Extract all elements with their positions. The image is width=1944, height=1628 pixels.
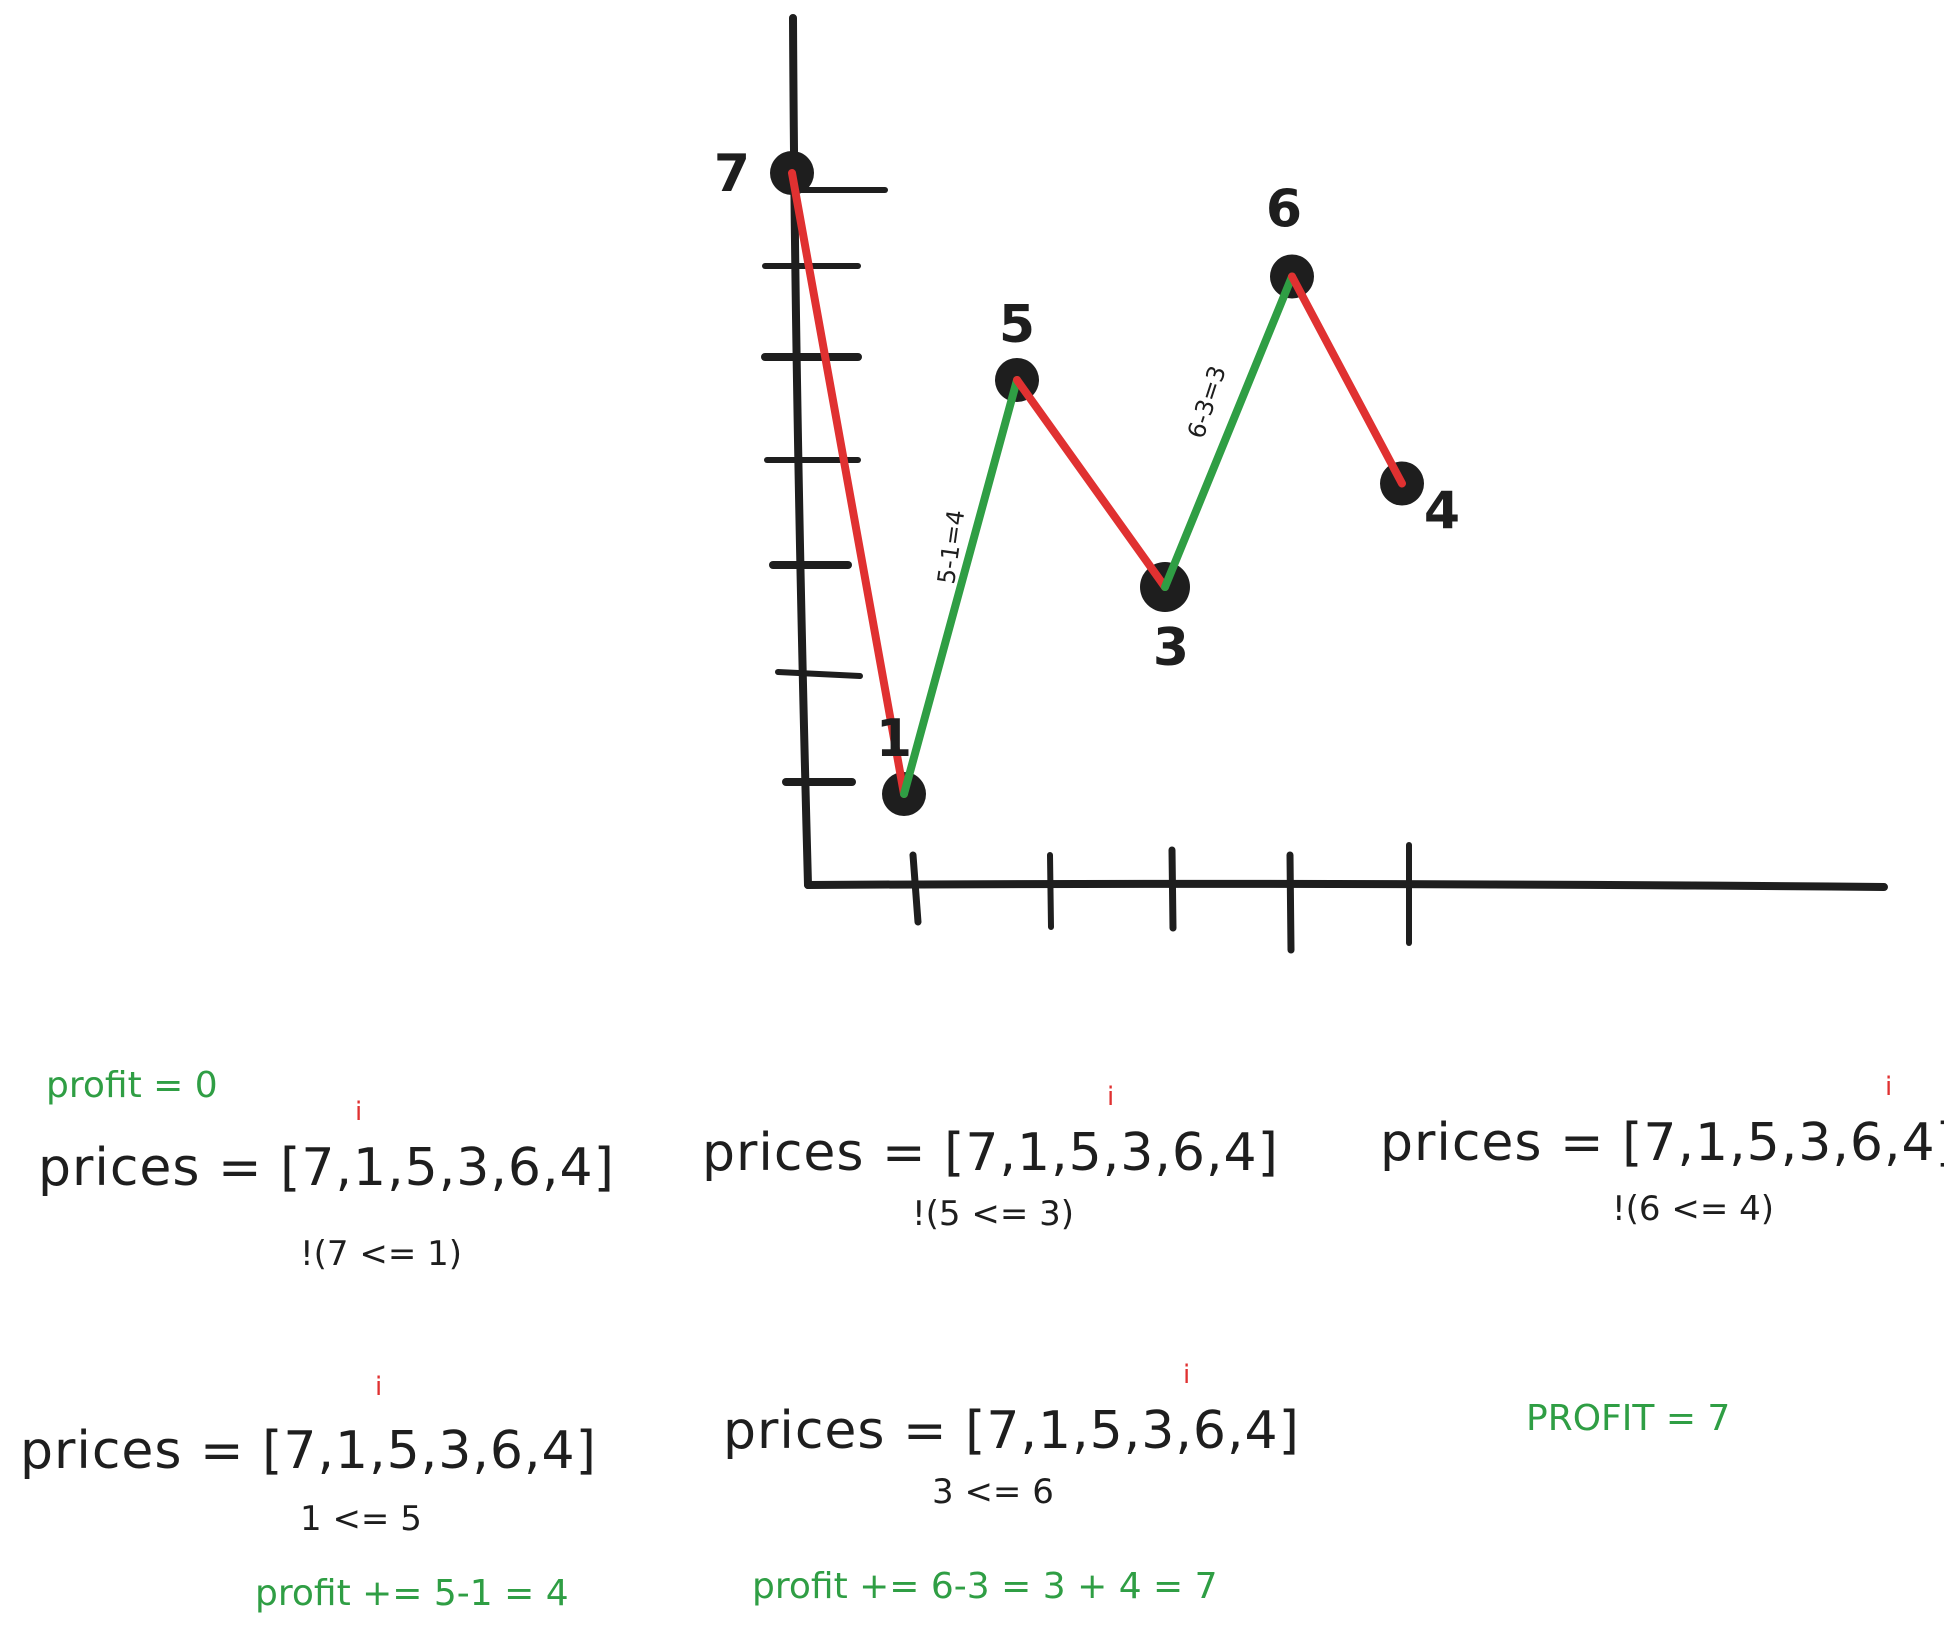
series-segment-4 [1161,272,1296,591]
step-2-condition: !(5 <= 3) [912,1194,1074,1234]
step-4-array: prices = [7,1,5,3,6,4] [20,1421,597,1481]
step-3-pointer: i [1885,1072,1892,1102]
point-label-2: 1 [876,709,912,769]
series-segment-2 [900,376,1021,798]
step-2: i prices = [7,1,5,3,6,4] !(5 <= 3) [702,1082,1279,1234]
step-5-pointer: i [1183,1360,1190,1390]
x-tick [1047,852,1054,930]
series-segment-1 [788,169,908,798]
x-tick [909,851,922,926]
profit-initial-text: profit = 0 [46,1065,218,1106]
final-profit-text: PROFIT = 7 [1526,1398,1730,1439]
y-axis [789,14,812,889]
point-label-5: 6 [1266,180,1302,240]
step-4-profit-update: profit += 5-1 = 4 [255,1573,569,1614]
step-5-condition: 3 <= 6 [932,1472,1054,1512]
step-1-pointer: i [355,1097,362,1127]
point-label-4: 3 [1153,618,1189,678]
segment-annotation-6-3: 6-3=3 [1182,362,1232,442]
step-5-array: prices = [7,1,5,3,6,4] [723,1401,1300,1461]
step-4: i prices = [7,1,5,3,6,4] 1 <= 5 profit +… [20,1372,597,1614]
price-series-segments [788,169,1406,798]
y-tick [775,669,863,679]
step-2-pointer: i [1107,1082,1114,1112]
step-5-profit-update: profit += 6-3 = 3 + 4 = 7 [752,1566,1218,1607]
step-1-condition: !(7 <= 1) [300,1234,462,1274]
step-4-condition: 1 <= 5 [300,1499,422,1539]
x-tick [1168,846,1177,932]
step-3: i prices = [7,1,5,3,6,4] !(6 <= 4) [1380,1072,1944,1229]
step-4-pointer: i [375,1372,382,1402]
step-5: i prices = [7,1,5,3,6,4] 3 <= 6 profit +… [723,1360,1300,1607]
price-series-points [770,151,1424,816]
y-axis-ticks [761,187,888,786]
step-3-array: prices = [7,1,5,3,6,4] [1380,1113,1944,1173]
step-1-array: prices = [7,1,5,3,6,4] [38,1138,615,1198]
point-label-3: 5 [999,295,1035,355]
x-tick [1286,851,1295,954]
price-point-labels: 7 1 5 3 6 4 [714,144,1460,769]
point-label-1: 7 [714,144,750,204]
series-segment-5 [1288,272,1406,488]
x-axis-ticks [909,842,1412,954]
step-2-array: prices = [7,1,5,3,6,4] [702,1123,1279,1183]
step-1: i prices = [7,1,5,3,6,4] !(7 <= 1) [38,1097,615,1274]
series-segment-3 [1013,376,1169,591]
step-3-condition: !(6 <= 4) [1612,1189,1774,1229]
x-axis [804,879,1888,891]
point-label-6: 4 [1424,482,1460,542]
